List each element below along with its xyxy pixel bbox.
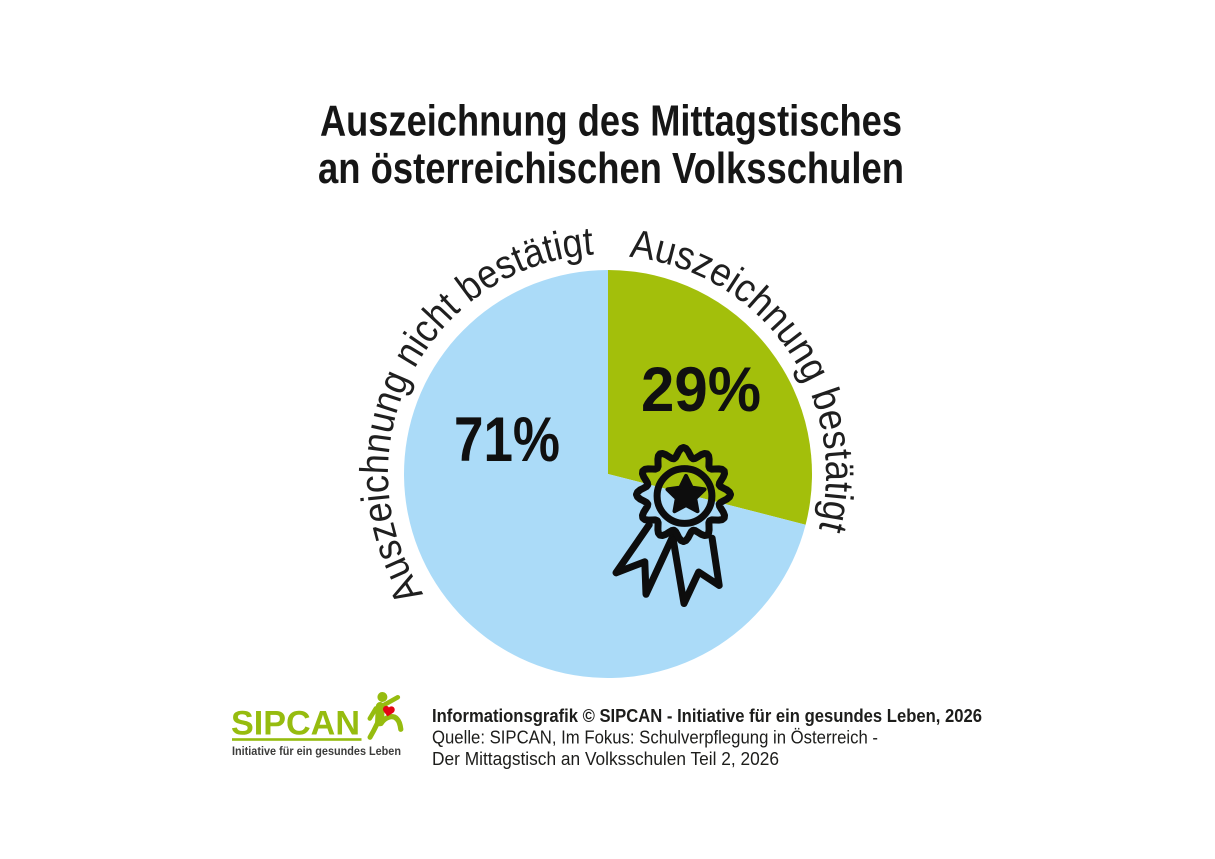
svg-text:SIPCAN: SIPCAN bbox=[231, 704, 360, 742]
svg-text:Der Mittagstisch an Volksschul: Der Mittagstisch an Volksschulen Teil 2,… bbox=[432, 748, 779, 769]
svg-text:an österreichischen Volksschul: an österreichischen Volksschulen bbox=[318, 145, 904, 193]
svg-text:71%: 71% bbox=[454, 405, 560, 475]
svg-text:Auszeichnung des Mittagstische: Auszeichnung des Mittagstisches bbox=[320, 98, 902, 146]
svg-text:Initiative für ein gesundes Le: Initiative für ein gesundes Leben bbox=[232, 746, 401, 758]
svg-text:Informationsgrafik © SIPCAN -: Informationsgrafik © SIPCAN - Initiative… bbox=[432, 705, 982, 726]
svg-text:29%: 29% bbox=[641, 355, 761, 425]
svg-text:Quelle: SIPCAN, Im Fokus: Schu: Quelle: SIPCAN, Im Fokus: Schulverpflegu… bbox=[432, 727, 878, 748]
